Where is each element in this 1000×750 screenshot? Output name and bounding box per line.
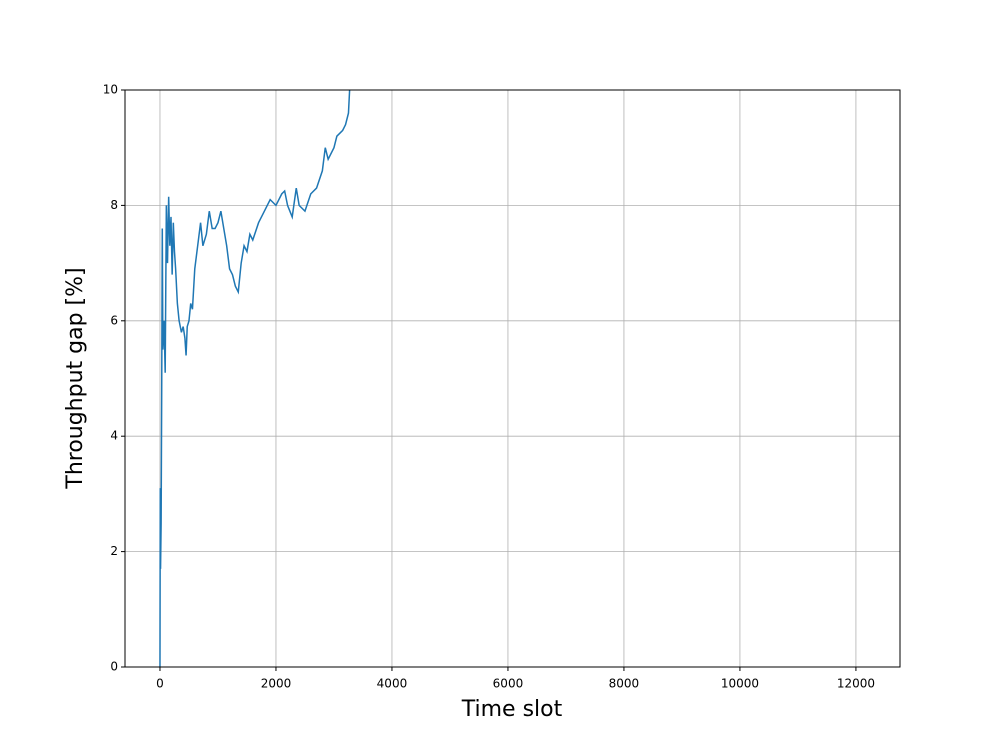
x-tick-label: 12000 — [837, 677, 875, 691]
y-tick-label: 6 — [110, 313, 118, 327]
y-tick-label: 0 — [110, 660, 118, 674]
x-tick-label: 2000 — [261, 677, 292, 691]
x-tick-label: 8000 — [609, 677, 640, 691]
plot-frame — [124, 89, 901, 668]
y-axis-label: Throughput gap [%] — [63, 267, 88, 489]
x-tick-label: 10000 — [721, 677, 759, 691]
x-axis-label: Time slot — [461, 697, 563, 722]
y-tick-label: 2 — [110, 544, 118, 558]
y-tick-label: 4 — [110, 429, 118, 443]
y-tick-label: 8 — [110, 198, 118, 212]
line — [159, 90, 351, 667]
x-tick-label: 4000 — [377, 677, 408, 691]
y-tick-label: 10 — [103, 83, 118, 97]
x-tick-label: 6000 — [493, 677, 524, 691]
x-tick-label: 0 — [156, 677, 164, 691]
